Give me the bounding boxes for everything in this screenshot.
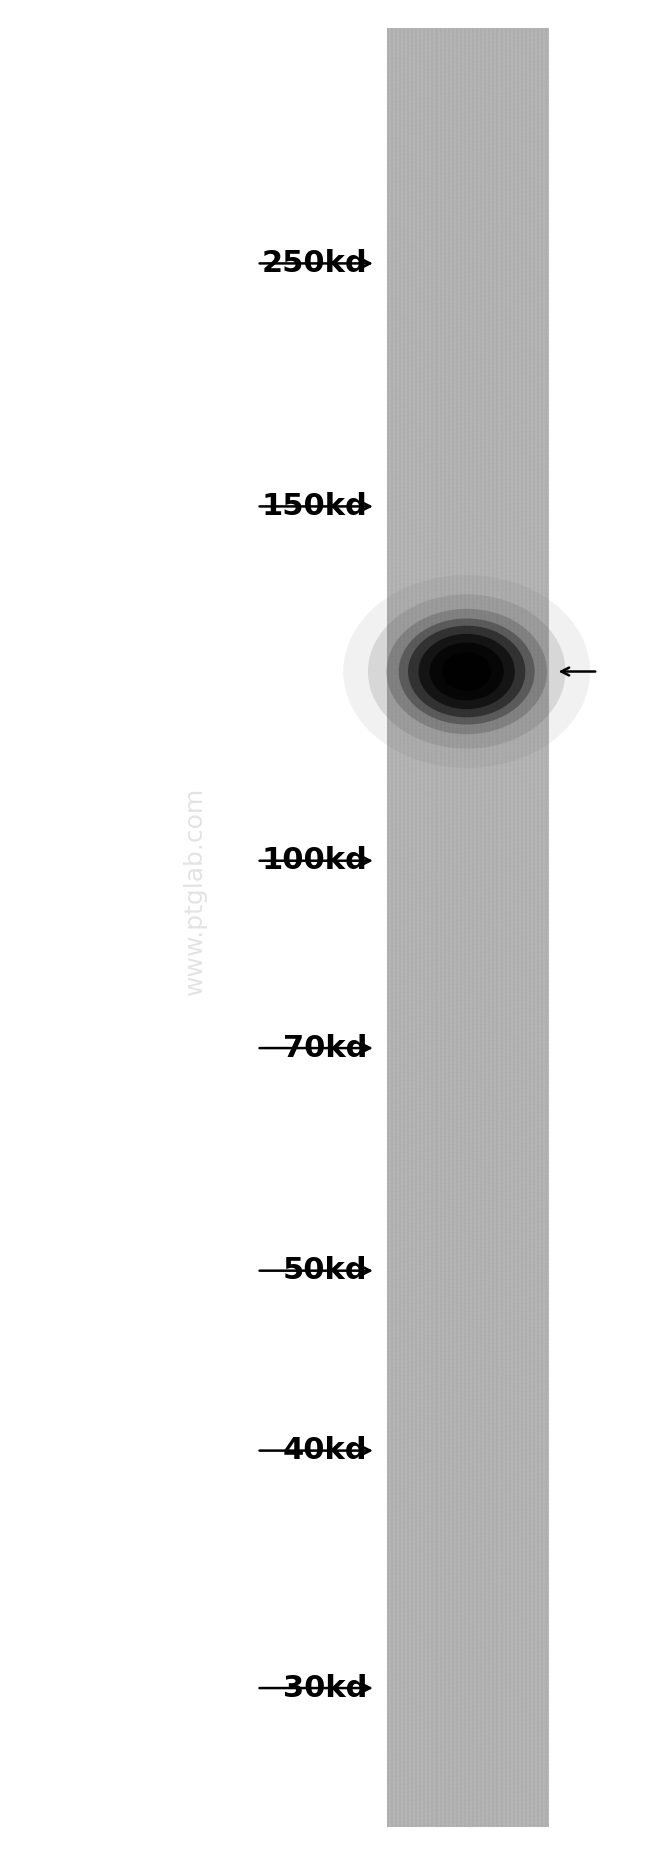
Bar	[500, 28, 502, 1827]
Bar	[547, 28, 549, 1827]
Bar	[405, 28, 407, 1827]
Bar	[391, 28, 393, 1827]
Bar	[468, 28, 470, 1827]
Bar	[521, 28, 523, 1827]
Bar	[529, 28, 531, 1827]
Ellipse shape	[343, 575, 590, 768]
Bar	[466, 28, 468, 1827]
Bar	[401, 28, 403, 1827]
Bar	[478, 28, 480, 1827]
Bar	[474, 28, 476, 1827]
Bar	[517, 28, 519, 1827]
Bar	[428, 28, 430, 1827]
Bar	[439, 28, 441, 1827]
Bar	[403, 28, 405, 1827]
Bar	[506, 28, 508, 1827]
Bar	[425, 28, 428, 1827]
Bar	[458, 28, 460, 1827]
Bar	[432, 28, 434, 1827]
Ellipse shape	[408, 625, 525, 718]
Bar	[513, 28, 515, 1827]
Text: 150kd: 150kd	[261, 492, 367, 521]
Bar	[411, 28, 413, 1827]
Bar	[533, 28, 535, 1827]
Ellipse shape	[442, 653, 491, 690]
Ellipse shape	[419, 634, 515, 709]
Bar	[535, 28, 537, 1827]
Bar	[499, 28, 500, 1827]
Bar	[443, 28, 446, 1827]
Bar	[490, 28, 493, 1827]
Bar	[480, 28, 482, 1827]
Bar	[452, 28, 454, 1827]
Bar	[436, 28, 437, 1827]
Bar	[504, 28, 506, 1827]
Bar	[464, 28, 466, 1827]
Bar	[472, 28, 474, 1827]
Bar	[417, 28, 419, 1827]
Text: 70kd: 70kd	[283, 1033, 367, 1063]
Bar	[545, 28, 547, 1827]
Text: 250kd: 250kd	[261, 249, 367, 278]
Text: www.ptglab.com: www.ptglab.com	[183, 787, 207, 994]
Bar	[527, 28, 529, 1827]
Text: 40kd: 40kd	[283, 1436, 367, 1465]
Bar	[537, 28, 539, 1827]
Bar	[395, 28, 397, 1827]
Bar	[419, 28, 421, 1827]
Bar	[456, 28, 458, 1827]
Text: 50kd: 50kd	[283, 1256, 367, 1286]
Ellipse shape	[398, 618, 534, 725]
Bar	[415, 28, 417, 1827]
Bar	[502, 28, 504, 1827]
Bar	[523, 28, 525, 1827]
Bar	[450, 28, 452, 1827]
Bar	[448, 28, 450, 1827]
Bar	[484, 28, 486, 1827]
Bar	[421, 28, 423, 1827]
Bar	[470, 28, 472, 1827]
Bar	[387, 28, 389, 1827]
Bar	[446, 28, 448, 1827]
Bar	[389, 28, 391, 1827]
Bar	[541, 28, 543, 1827]
Bar	[519, 28, 521, 1827]
Text: 100kd: 100kd	[261, 846, 367, 876]
Bar	[460, 28, 462, 1827]
Bar	[393, 28, 395, 1827]
Bar	[539, 28, 541, 1827]
Bar	[423, 28, 425, 1827]
Bar	[488, 28, 490, 1827]
Bar	[407, 28, 409, 1827]
Bar	[454, 28, 456, 1827]
Bar	[495, 28, 497, 1827]
Bar	[508, 28, 511, 1827]
Bar	[399, 28, 401, 1827]
Bar	[531, 28, 533, 1827]
Bar	[543, 28, 545, 1827]
Ellipse shape	[368, 594, 566, 749]
Bar	[397, 28, 399, 1827]
Ellipse shape	[386, 608, 547, 735]
Bar	[409, 28, 411, 1827]
Bar	[497, 28, 499, 1827]
Bar	[525, 28, 527, 1827]
Ellipse shape	[430, 642, 504, 701]
Bar	[476, 28, 478, 1827]
Bar	[511, 28, 513, 1827]
Bar	[493, 28, 495, 1827]
Bar	[515, 28, 517, 1827]
Bar	[430, 28, 432, 1827]
Bar	[441, 28, 443, 1827]
Bar	[462, 28, 464, 1827]
Bar	[486, 28, 488, 1827]
Bar	[482, 28, 484, 1827]
Bar	[387, 28, 549, 1827]
Bar	[413, 28, 415, 1827]
Text: 30kd: 30kd	[283, 1673, 367, 1703]
Bar	[434, 28, 436, 1827]
Bar	[437, 28, 439, 1827]
